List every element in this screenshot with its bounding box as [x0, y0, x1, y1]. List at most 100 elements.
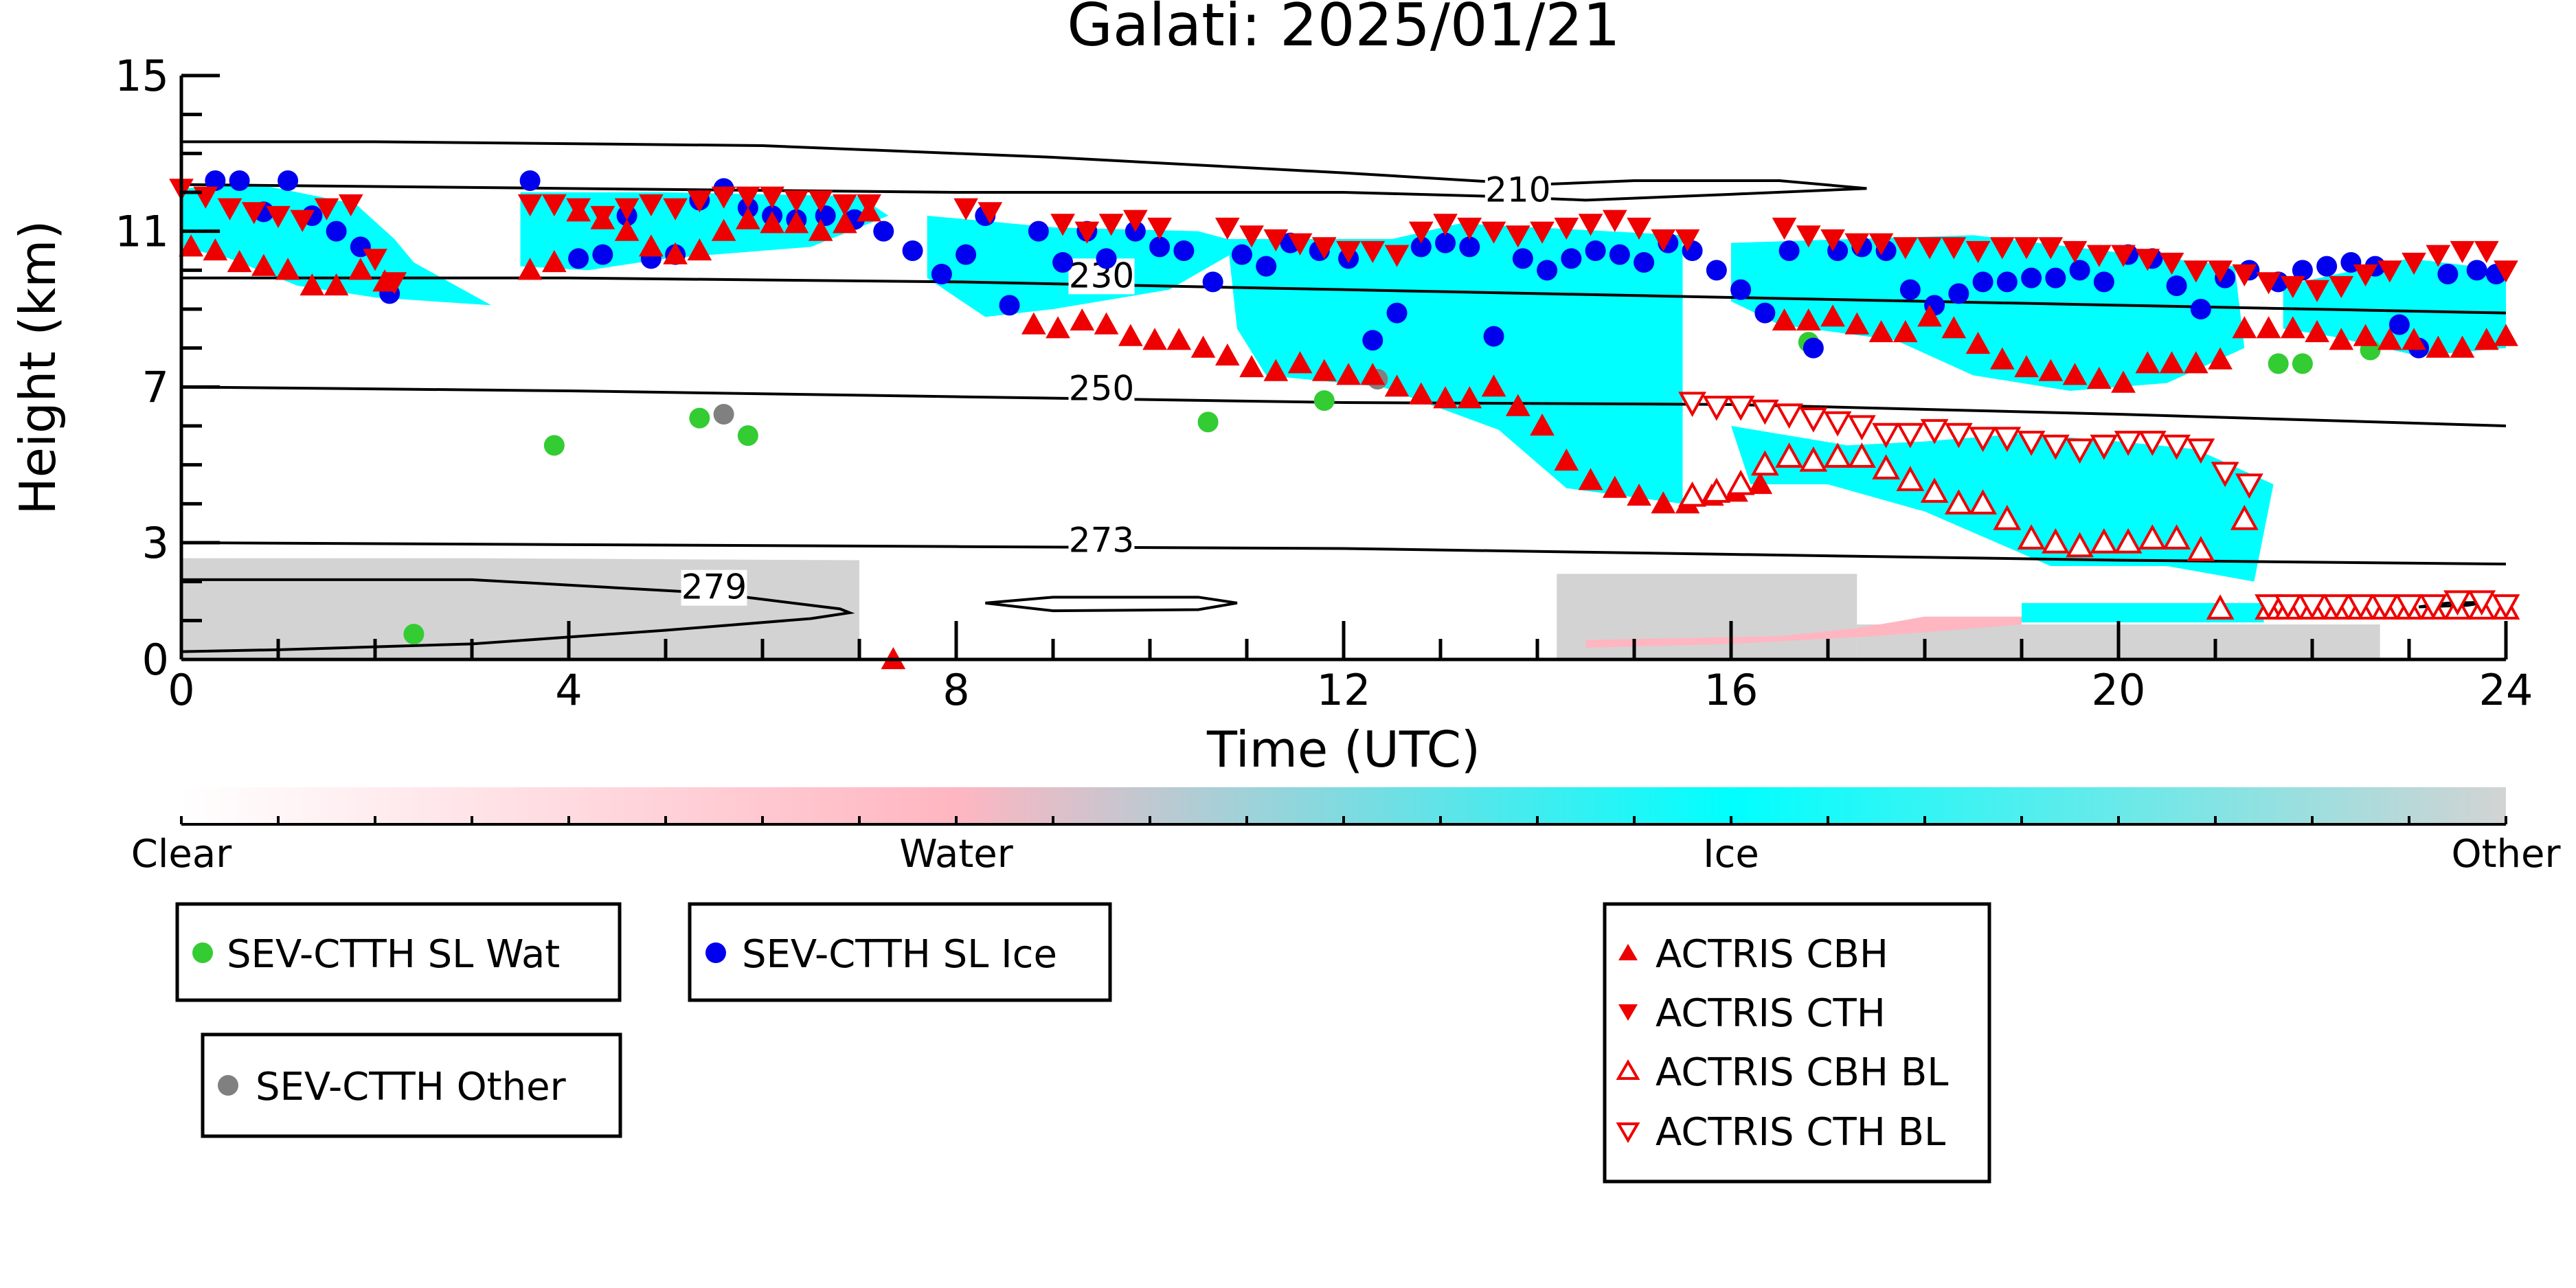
actris-cbh-bl-point — [1847, 442, 1876, 468]
sev-ctth-other-point — [713, 404, 734, 425]
chart-title: Galati: 2025/01/21 — [1067, 0, 1620, 60]
actris-cth-point — [1123, 210, 1148, 232]
actris-cbh-point — [1530, 413, 1555, 436]
actris-cth-bl-point — [2066, 438, 2094, 464]
actris-cth-point — [266, 205, 291, 229]
actris-cth-bl-point — [2492, 594, 2520, 620]
actris-cth-bl-point — [2187, 438, 2215, 464]
colorbar: Clear Water Ice Other — [131, 787, 2561, 877]
actris-cbh-point — [2232, 316, 2257, 339]
sev-ctth-sl-ice-point — [1096, 248, 1117, 269]
actris-cth-point — [2353, 264, 2378, 287]
legend-label-actris-cbh-bl: ACTRIS CBH BL — [1656, 1050, 1948, 1095]
actris-cth-point — [1989, 237, 2015, 260]
actris-cbh-point — [1481, 374, 1506, 397]
actris-cbh-bl-point — [1726, 469, 1755, 495]
actris-cth-bl-point — [2138, 431, 2167, 456]
sev-ctth-sl-ice-point — [1634, 252, 1655, 273]
x-tick-label: 0 — [168, 665, 194, 715]
actris-cbh-point — [1408, 382, 1434, 405]
actris-cbh-point — [1941, 316, 1967, 339]
actris-cbh-point — [251, 253, 276, 276]
actris-cbh-point — [2135, 351, 2160, 374]
sev-ctth-sl-ice-point — [1948, 283, 1969, 304]
actris-cbh-point — [2426, 335, 2451, 358]
sev-ctth-sl-ice-point — [1173, 240, 1195, 261]
actris-cth-bl-point — [2255, 594, 2283, 620]
actris-cbh-point — [1965, 331, 1991, 354]
actris-cth-point — [1408, 221, 1434, 244]
actris-cth-point — [2086, 245, 2112, 267]
actris-cth-point — [2183, 260, 2208, 283]
cloud-region — [181, 558, 859, 659]
sev-ctth-sl-ice-point — [1149, 236, 1171, 258]
sev-ctth-sl-wat-point — [543, 435, 565, 456]
actris-cbh-point — [2086, 366, 2112, 389]
sev-ctth-sl-ice-point — [815, 205, 836, 226]
actris-cth-point — [978, 202, 1003, 225]
actris-cth-point — [217, 198, 242, 221]
actris-cth-point — [1433, 214, 1458, 236]
actris-cth-point — [1941, 237, 1967, 260]
actris-cbh-point — [1142, 328, 1167, 350]
sev-ctth-sl-ice-point — [931, 264, 952, 284]
actris-cth-point — [2208, 260, 2233, 283]
actris-cth-bl-point — [1993, 427, 2022, 453]
sev-ctth-sl-ice-point — [278, 170, 299, 191]
sev-ctth-sl-ice-point — [1052, 252, 1074, 273]
actris-cbh-point — [1094, 312, 1119, 335]
actris-cbh-point — [2494, 324, 2518, 346]
actris-cbh-bl-point — [2041, 528, 2070, 554]
actris-cbh-point — [1505, 394, 1530, 416]
legend-marker-sev-other — [218, 1075, 238, 1096]
actris-cth-bl-point — [1750, 399, 1779, 425]
actris-cbh-point — [1360, 363, 1386, 385]
actris-cth-bl-point — [2041, 434, 2070, 460]
colorbar-label-ice: Ice — [1703, 832, 1759, 877]
actris-cth-point — [1147, 217, 1172, 240]
sev-ctth-sl-ice-point — [1028, 221, 1049, 242]
sev-ctth-sl-ice-point — [902, 240, 923, 261]
actris-cbh-bl-point — [2187, 536, 2215, 561]
sev-ctth-sl-ice-point — [1435, 232, 1456, 253]
actris-cbh-point — [1118, 324, 1143, 346]
actris-cbh-point — [1070, 308, 1095, 331]
actris-cbh-bl-point — [2114, 528, 2143, 554]
actris-cbh-point — [1868, 319, 1894, 343]
y-tick-label: 3 — [142, 518, 169, 568]
actris-cbh-point — [2208, 347, 2233, 370]
actris-cbh-point — [1651, 491, 1676, 514]
actris-cth-bl-point — [2162, 434, 2191, 460]
contour-label: 279 — [681, 567, 747, 607]
contour-label: 210 — [1485, 170, 1550, 210]
actris-cbh-bl-point — [1823, 442, 1852, 468]
actris-cth-point — [1844, 233, 1870, 256]
colorbar-label-clear: Clear — [131, 832, 232, 877]
actris-cth-point — [614, 198, 640, 221]
x-tick-label: 24 — [2479, 665, 2533, 715]
actris-cth-point — [1627, 217, 1651, 240]
actris-cbh-point — [1384, 374, 1410, 397]
contour-line — [181, 541, 2506, 566]
sev-ctth-sl-ice-point — [1996, 271, 2018, 293]
actris-cbh-point — [808, 218, 833, 241]
actris-cbh-point — [1772, 308, 1797, 331]
actris-cbh-point — [1239, 354, 1264, 378]
sev-ctth-sl-ice-point — [1706, 260, 1727, 281]
x-tick-label: 20 — [2092, 665, 2146, 715]
sev-ctth-sl-wat-point — [403, 624, 425, 645]
sev-ctth-sl-ice-point — [1778, 240, 1800, 261]
actris-cth-point — [1554, 217, 1579, 240]
actris-cth-bl-point — [2395, 594, 2424, 620]
sev-ctth-sl-wat-point — [1197, 411, 1219, 433]
actris-cth-bl-point — [2274, 594, 2303, 620]
actris-cth-point — [2377, 260, 2402, 283]
actris-cth-point — [2280, 275, 2305, 299]
actris-cbh-bl-point — [1920, 477, 1949, 503]
actris-cth-point — [2159, 252, 2184, 275]
actris-cbh-point — [1554, 448, 1579, 471]
actris-cth-point — [1675, 229, 1700, 252]
actris-cbh-point — [1190, 335, 1216, 358]
actris-cth-point — [1578, 214, 1603, 236]
actris-cbh-bl-point — [2138, 524, 2167, 550]
